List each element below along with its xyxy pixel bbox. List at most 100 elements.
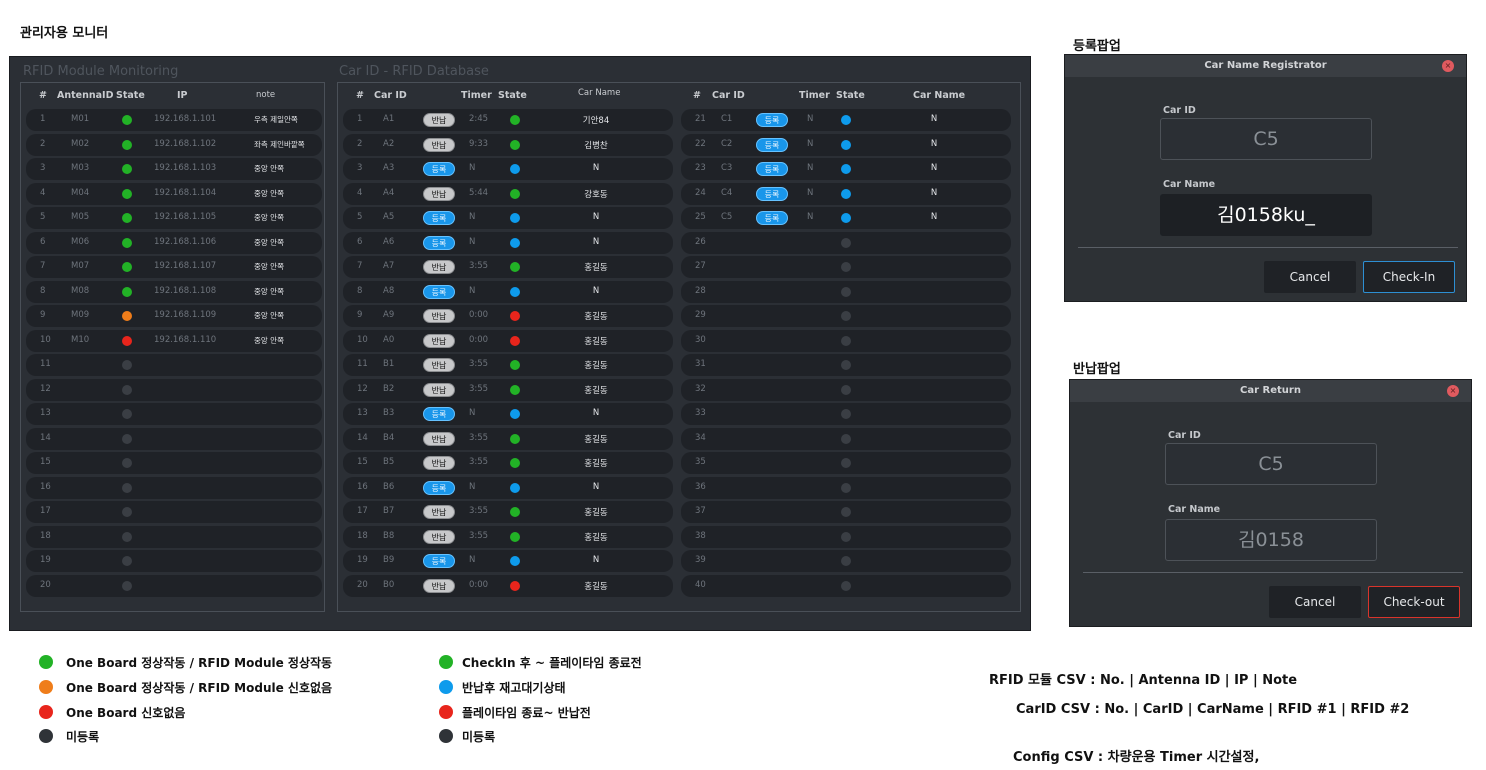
table-row: 38 bbox=[681, 525, 1011, 548]
car-id: A9 bbox=[383, 310, 395, 320]
timer-value: N bbox=[469, 163, 476, 173]
return-button[interactable]: 반납 bbox=[423, 186, 455, 201]
register-button[interactable]: 등록 bbox=[423, 211, 455, 225]
register-button[interactable]: 등록 bbox=[423, 554, 455, 568]
state-dot bbox=[841, 188, 851, 199]
state-dot bbox=[841, 262, 851, 272]
register-button[interactable]: 등록 bbox=[423, 235, 455, 250]
row-number: 36 bbox=[695, 481, 706, 492]
car-id: A3 bbox=[383, 163, 395, 173]
register-button[interactable]: 등록 bbox=[756, 186, 788, 201]
timer-value: 3:55 bbox=[469, 506, 489, 516]
table-row: 18 B8 반납 3:55 홍길동 bbox=[343, 525, 673, 548]
check-in-button[interactable]: Check-In bbox=[1363, 261, 1455, 293]
table-row: 9 M09 192.168.1.109 중앙 안쪽 bbox=[26, 305, 322, 327]
register-button[interactable]: 등록 bbox=[423, 407, 455, 421]
table-row: 15 B5 반납 3:55 홍길동 bbox=[343, 452, 673, 474]
state-dot bbox=[122, 482, 132, 493]
register-button[interactable]: 등록 bbox=[423, 284, 455, 299]
row-number: 8 bbox=[357, 285, 363, 296]
timer-value: N bbox=[807, 163, 814, 173]
row-number: 13 bbox=[357, 408, 368, 418]
return-button[interactable]: 반납 bbox=[423, 309, 455, 323]
legend-text: One Board 신호없음 bbox=[66, 706, 186, 720]
state-dot bbox=[122, 286, 132, 297]
state-dot bbox=[122, 311, 132, 321]
timer-value: N bbox=[807, 187, 814, 198]
timer-value: 3:55 bbox=[469, 432, 489, 443]
return-button[interactable]: 반납 bbox=[423, 260, 455, 274]
col-header-note: note bbox=[256, 90, 276, 100]
col-header-state-b: State bbox=[836, 90, 865, 101]
return-car-name-field[interactable]: 김0158 bbox=[1165, 519, 1377, 561]
rfid-section-title: RFID Module Monitoring bbox=[23, 64, 179, 79]
return-button[interactable]: 반납 bbox=[423, 578, 455, 593]
return-button[interactable]: 반납 bbox=[423, 456, 455, 470]
table-row: 40 bbox=[681, 574, 1011, 597]
row-number: 9 bbox=[357, 310, 363, 320]
close-icon[interactable]: × bbox=[1447, 385, 1459, 397]
state-dot bbox=[510, 384, 520, 395]
return-button[interactable]: 반납 bbox=[423, 431, 455, 446]
car-id: C2 bbox=[721, 138, 733, 149]
return-button[interactable]: 반납 bbox=[423, 137, 455, 152]
state-dot bbox=[122, 409, 132, 419]
car-id: B5 bbox=[383, 457, 395, 467]
timer-value: N bbox=[469, 481, 476, 492]
table-row: 6 M06 192.168.1.106 중앙 안쪽 bbox=[26, 231, 322, 254]
col-header-no-b: # bbox=[693, 90, 701, 101]
table-row: 21 C1 등록 N N bbox=[681, 109, 1011, 131]
car-id: A7 bbox=[383, 261, 395, 271]
table-row: 39 bbox=[681, 550, 1011, 572]
register-button[interactable]: 등록 bbox=[423, 480, 455, 495]
return-car-name-label: Car Name bbox=[1168, 504, 1221, 515]
return-button[interactable]: 반납 bbox=[423, 113, 455, 127]
state-dot bbox=[510, 556, 520, 566]
register-popup-title: Car Name Registrator bbox=[1065, 55, 1466, 77]
register-car-name-field[interactable]: 김0158ku_ bbox=[1160, 194, 1372, 236]
col-header-antenna: AntennaID bbox=[57, 90, 114, 101]
car-id: B7 bbox=[383, 506, 395, 516]
return-button[interactable]: 반납 bbox=[423, 382, 455, 397]
state-dot bbox=[841, 556, 851, 566]
return-car-id-field[interactable]: C5 bbox=[1165, 443, 1377, 485]
state-dot bbox=[122, 360, 132, 370]
row-number: 32 bbox=[695, 383, 706, 394]
car-id: B1 bbox=[383, 359, 395, 369]
col-header-no: # bbox=[39, 90, 47, 101]
col-header-ip: IP bbox=[177, 90, 188, 101]
col-header-carid-b: Car ID bbox=[712, 90, 745, 101]
cancel-button[interactable]: Cancel bbox=[1269, 586, 1361, 618]
close-icon[interactable]: × bbox=[1442, 60, 1454, 72]
register-button[interactable]: 등록 bbox=[756, 113, 788, 127]
state-dot bbox=[841, 409, 851, 419]
register-button[interactable]: 등록 bbox=[756, 137, 788, 152]
return-button[interactable]: 반납 bbox=[423, 529, 455, 544]
return-button[interactable]: 반납 bbox=[423, 505, 455, 519]
register-car-id-field[interactable]: C5 bbox=[1160, 118, 1372, 160]
register-button[interactable]: 등록 bbox=[756, 162, 788, 176]
admin-monitor: RFID Module Monitoring Car ID - RFID Dat… bbox=[9, 56, 1031, 631]
row-number: 10 bbox=[357, 334, 368, 345]
return-button[interactable]: 반납 bbox=[423, 333, 455, 348]
state-dot bbox=[841, 507, 851, 517]
car-panel: # Car ID Timer State Car Name # Car ID T… bbox=[337, 82, 1021, 612]
row-number: 14 bbox=[40, 432, 51, 443]
car-name: 홍길동 bbox=[584, 312, 608, 322]
register-button[interactable]: 등록 bbox=[423, 162, 455, 176]
row-number: 4 bbox=[40, 187, 46, 198]
check-out-button[interactable]: Check-out bbox=[1368, 586, 1460, 618]
timer-value: 3:55 bbox=[469, 359, 489, 369]
state-dot bbox=[841, 433, 851, 444]
car-id: B3 bbox=[383, 408, 395, 418]
row-number: 10 bbox=[40, 334, 51, 345]
col-header-carname-a: Car Name bbox=[578, 88, 621, 98]
return-button[interactable]: 반납 bbox=[423, 358, 455, 372]
row-number: 39 bbox=[695, 555, 706, 565]
note-text: 중앙 안쪽 bbox=[254, 311, 284, 320]
row-number: 12 bbox=[40, 383, 51, 394]
register-button[interactable]: 등록 bbox=[756, 211, 788, 225]
cancel-button[interactable]: Cancel bbox=[1264, 261, 1356, 293]
table-row: 18 bbox=[26, 525, 322, 548]
row-number: 6 bbox=[357, 236, 363, 247]
